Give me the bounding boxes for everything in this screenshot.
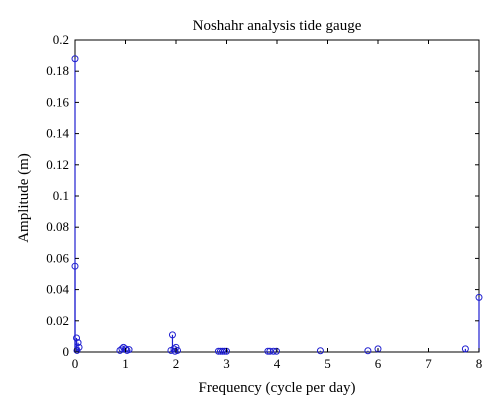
x-tick-label: 2 <box>173 356 180 371</box>
y-tick-label: 0.04 <box>46 282 69 297</box>
y-tick-label: 0.14 <box>46 126 69 141</box>
x-tick-label: 1 <box>122 356 129 371</box>
data-markers <box>71 55 483 355</box>
x-tick-label: 8 <box>476 356 483 371</box>
data-point <box>118 345 126 353</box>
x-tick-label: 0 <box>72 356 79 371</box>
data-point <box>220 347 228 355</box>
data-point <box>269 347 277 355</box>
x-tick-label: 4 <box>274 356 281 371</box>
data-point <box>272 347 280 355</box>
y-axis-label: Amplitude (m) <box>16 153 32 243</box>
data-point <box>73 346 81 354</box>
data-point <box>461 345 469 353</box>
x-axis-label: Frequency (cycle per day) <box>198 380 355 396</box>
data-point <box>218 347 226 355</box>
y-tick-label: 0.16 <box>46 94 69 109</box>
y-tick-label: 0 <box>63 344 70 359</box>
y-axis-ticks: 0 0.02 0.04 0.06 0.08 0.1 0.12 0.14 0.16 0.18 0.2 <box>46 32 479 359</box>
y-tick-label: 0.12 <box>46 157 69 172</box>
x-tick-label: 5 <box>324 356 331 371</box>
data-point <box>73 334 81 342</box>
x-tick-label: 6 <box>375 356 382 371</box>
y-tick-label: 0.06 <box>46 250 69 265</box>
data-point <box>125 346 133 354</box>
plot-frame <box>74 39 480 353</box>
x-tick-label: 7 <box>425 356 432 371</box>
plot-area <box>74 39 480 353</box>
data-point <box>316 347 324 355</box>
y-tick-label: 0.1 <box>53 188 69 203</box>
chart-title: Noshahr analysis tide gauge <box>193 18 362 34</box>
data-point <box>71 262 79 270</box>
x-axis-ticks: 0 1 2 3 4 5 6 7 8 <box>72 40 483 371</box>
data-point <box>74 339 82 347</box>
y-tick-label: 0.18 <box>46 63 69 78</box>
x-tick-label: 3 <box>223 356 230 371</box>
data-point <box>168 331 176 339</box>
y-tick-label: 0.02 <box>46 313 69 328</box>
data-point <box>364 347 372 355</box>
data-point <box>475 293 483 301</box>
y-tick-label: 0.08 <box>46 219 69 234</box>
data-point <box>266 347 274 355</box>
data-point <box>71 55 79 63</box>
y-tick-label: 0.2 <box>53 32 69 47</box>
data-point <box>171 347 179 355</box>
